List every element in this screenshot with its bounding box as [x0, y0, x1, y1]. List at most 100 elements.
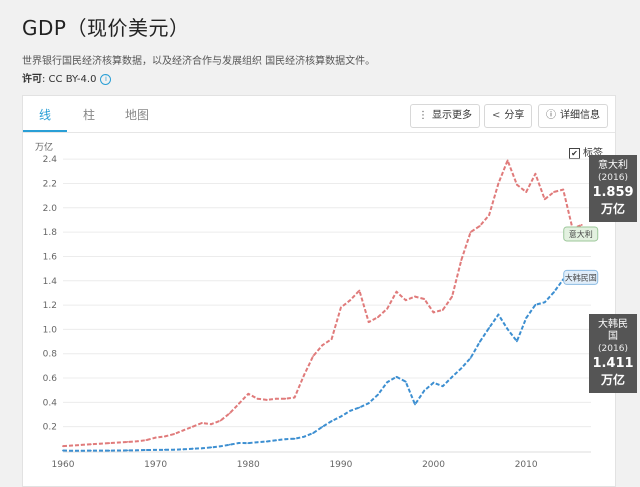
data-point — [210, 423, 213, 426]
data-point — [163, 435, 166, 438]
data-point — [182, 429, 185, 432]
share-label: 分享 — [504, 110, 525, 121]
y-tick-label: 2.0 — [43, 204, 58, 214]
tooltip-year: (2016) — [598, 344, 628, 354]
data-point — [423, 298, 426, 300]
data-point — [108, 449, 111, 452]
tab-divider — [23, 132, 615, 133]
tooltip-value: 1.411 — [592, 356, 634, 371]
y-tick-label: 0.4 — [43, 398, 58, 408]
info-icon: ⓘ — [546, 110, 556, 121]
data-point — [441, 309, 444, 311]
license-label: 许可 — [22, 74, 42, 85]
y-tick-label: 1.6 — [43, 252, 58, 262]
data-point — [228, 412, 231, 415]
data-point — [145, 449, 148, 451]
tooltip-korea: 大韩民国 (2016) 1.411 万亿 — [589, 314, 637, 393]
data-point — [497, 313, 500, 316]
data-point — [247, 392, 250, 395]
show-more-button[interactable]: ⋮ 显示更多 — [410, 104, 480, 128]
data-point — [367, 321, 370, 324]
data-point — [238, 442, 240, 444]
license-line: 许可: CC BY-4.0 i — [22, 70, 112, 85]
data-point — [441, 385, 444, 388]
data-point — [201, 447, 203, 450]
series-end-label-box — [563, 269, 599, 285]
data-point — [145, 439, 148, 441]
data-point — [173, 433, 176, 435]
data-point — [163, 448, 166, 451]
data-point — [358, 406, 361, 409]
data-point — [488, 214, 491, 216]
data-point — [414, 295, 416, 298]
data-point — [256, 397, 259, 400]
data-point — [228, 443, 231, 446]
data-point — [386, 307, 389, 310]
data-point — [89, 449, 92, 452]
data-point — [404, 380, 407, 383]
data-point — [423, 389, 426, 392]
data-point — [302, 374, 305, 377]
data-point — [451, 376, 453, 378]
data-point — [432, 381, 435, 384]
data-point — [395, 375, 398, 378]
tab-map[interactable]: 地图 — [125, 108, 150, 122]
data-point — [312, 432, 315, 435]
data-point — [349, 409, 352, 412]
data-point — [488, 327, 491, 329]
tooltip-unit: 万亿 — [600, 202, 625, 216]
data-point — [506, 159, 509, 162]
tab-bar[interactable]: 柱 — [83, 108, 96, 122]
data-point — [117, 449, 120, 452]
data-point — [460, 259, 463, 261]
y-tick-label: 0.8 — [43, 350, 58, 360]
data-point — [256, 441, 259, 444]
data-point — [553, 291, 555, 294]
data-point — [191, 425, 194, 428]
data-point — [386, 381, 389, 384]
info-icon[interactable]: i — [100, 73, 112, 85]
data-point — [302, 435, 305, 438]
data-point — [553, 191, 555, 193]
data-point — [108, 442, 111, 444]
details-button[interactable]: ⓘ 详细信息 — [538, 104, 608, 128]
labels-toggle[interactable]: ✔ 标签 — [569, 144, 603, 159]
data-point — [432, 311, 435, 314]
checkbox-icon[interactable]: ✔ — [569, 147, 580, 159]
data-point — [89, 443, 92, 446]
y-tick-label: 1.4 — [43, 277, 58, 287]
y-tick-label: 0.6 — [43, 374, 58, 384]
series-line-korea — [62, 278, 583, 452]
series-end-label: 意大利 — [569, 229, 593, 239]
data-point — [71, 444, 74, 447]
data-point — [154, 449, 157, 451]
data-point — [219, 419, 222, 422]
data-point — [339, 415, 342, 418]
data-point — [154, 436, 157, 439]
x-tick-label: 2000 — [422, 460, 445, 470]
y-tick-label: 1.8 — [43, 228, 58, 238]
data-point — [543, 301, 546, 304]
y-tick-label: 1.0 — [43, 325, 58, 335]
tooltip-series-name: 意大利 — [598, 160, 628, 171]
data-point — [99, 449, 101, 452]
data-point — [534, 172, 537, 175]
data-point — [62, 449, 64, 452]
y-tick-label: 1.2 — [43, 301, 57, 311]
data-point — [62, 445, 64, 448]
data-point — [562, 188, 565, 191]
data-point — [580, 224, 583, 226]
data-point — [469, 231, 472, 234]
series-line-italy — [62, 159, 583, 448]
tab-line[interactable]: 线 — [39, 108, 52, 122]
x-tick-label: 1980 — [237, 460, 260, 470]
x-tick-label: 1970 — [144, 460, 167, 470]
license-value[interactable]: : CC BY-4.0 — [42, 74, 97, 85]
share-button[interactable]: < 分享 — [484, 104, 533, 128]
data-point — [515, 340, 518, 343]
data-point — [126, 449, 129, 452]
data-point — [358, 289, 361, 292]
data-point — [219, 445, 222, 448]
data-point — [117, 441, 120, 444]
line-chart: 0.2 0.4 0.6 0.8 1.0 1.2 1.4 1.6 1.8 2.0 2.2 2.4 1960… — [35, 141, 599, 470]
